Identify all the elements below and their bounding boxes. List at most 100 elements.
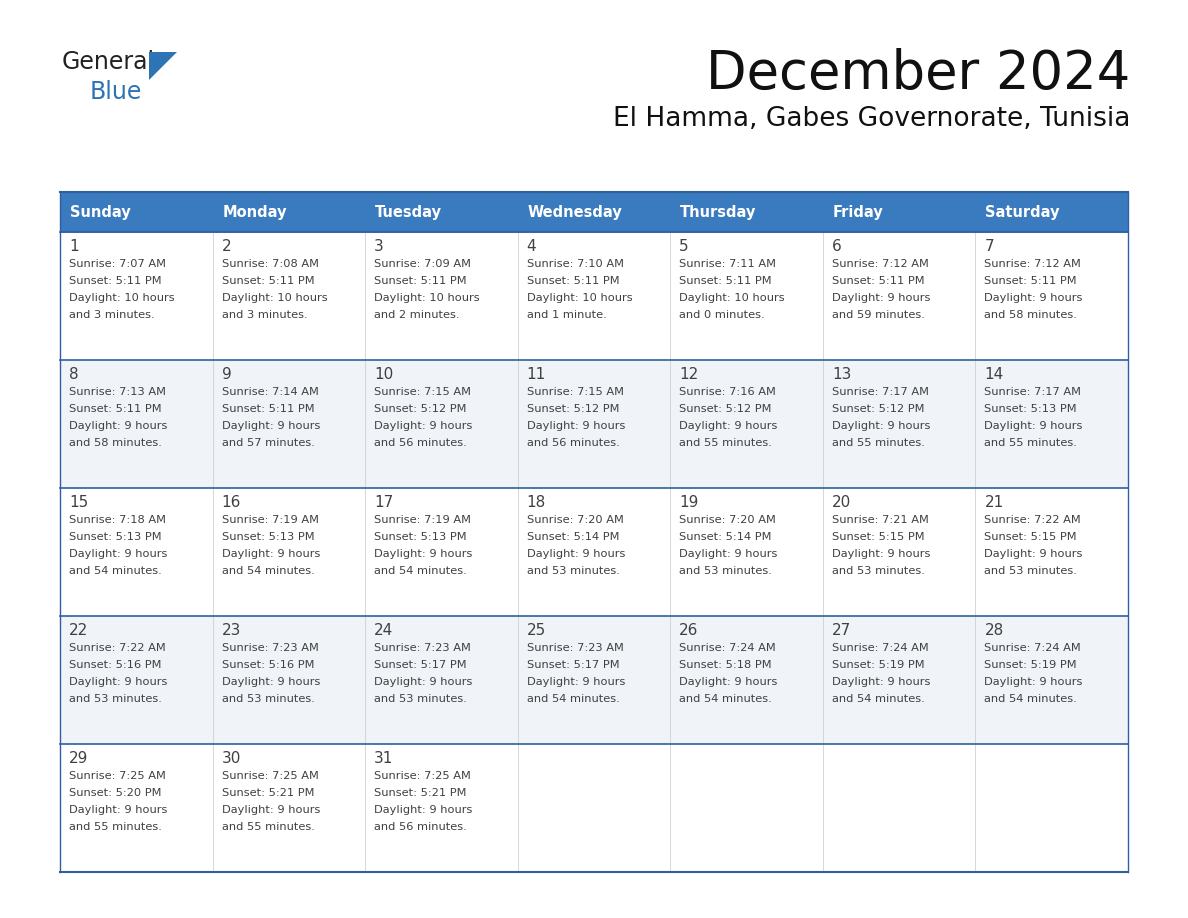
Bar <box>213 192 365 232</box>
Text: Sunrise: 7:20 AM: Sunrise: 7:20 AM <box>526 515 624 525</box>
Bar <box>213 360 365 488</box>
Text: Sunrise: 7:11 AM: Sunrise: 7:11 AM <box>680 259 776 269</box>
Text: and 53 minutes.: and 53 minutes. <box>526 566 620 576</box>
Text: Sunrise: 7:25 AM: Sunrise: 7:25 AM <box>222 771 318 781</box>
Text: Sunset: 5:13 PM: Sunset: 5:13 PM <box>69 532 162 542</box>
Text: Daylight: 9 hours: Daylight: 9 hours <box>222 421 320 431</box>
Text: and 0 minutes.: and 0 minutes. <box>680 310 765 320</box>
Text: 28: 28 <box>985 623 1004 638</box>
Bar <box>518 192 670 232</box>
Text: and 54 minutes.: and 54 minutes. <box>680 694 772 704</box>
Text: Daylight: 9 hours: Daylight: 9 hours <box>69 421 168 431</box>
Text: Daylight: 9 hours: Daylight: 9 hours <box>222 805 320 815</box>
Text: Sunset: 5:14 PM: Sunset: 5:14 PM <box>526 532 619 542</box>
Bar <box>518 744 670 872</box>
Text: and 54 minutes.: and 54 minutes. <box>832 694 924 704</box>
Text: and 58 minutes.: and 58 minutes. <box>985 310 1078 320</box>
Text: 17: 17 <box>374 495 393 510</box>
Text: Sunset: 5:19 PM: Sunset: 5:19 PM <box>985 660 1078 670</box>
Text: Sunrise: 7:12 AM: Sunrise: 7:12 AM <box>985 259 1081 269</box>
Bar <box>61 360 213 488</box>
Text: 14: 14 <box>985 367 1004 382</box>
Text: 25: 25 <box>526 623 546 638</box>
Text: and 3 minutes.: and 3 minutes. <box>222 310 308 320</box>
Text: Sunrise: 7:20 AM: Sunrise: 7:20 AM <box>680 515 776 525</box>
Text: Sunday: Sunday <box>70 205 131 219</box>
Text: and 55 minutes.: and 55 minutes. <box>69 822 162 832</box>
Text: Daylight: 10 hours: Daylight: 10 hours <box>680 293 785 303</box>
Text: Sunset: 5:11 PM: Sunset: 5:11 PM <box>222 404 314 414</box>
Text: Sunrise: 7:19 AM: Sunrise: 7:19 AM <box>374 515 472 525</box>
Text: Daylight: 9 hours: Daylight: 9 hours <box>680 677 778 687</box>
Text: Sunrise: 7:22 AM: Sunrise: 7:22 AM <box>985 515 1081 525</box>
Text: Daylight: 9 hours: Daylight: 9 hours <box>526 549 625 559</box>
Text: Sunset: 5:14 PM: Sunset: 5:14 PM <box>680 532 772 542</box>
Bar <box>975 232 1127 360</box>
Bar <box>975 192 1127 232</box>
Text: Daylight: 10 hours: Daylight: 10 hours <box>374 293 480 303</box>
Bar <box>365 488 518 616</box>
Text: Daylight: 9 hours: Daylight: 9 hours <box>985 549 1082 559</box>
Text: 29: 29 <box>69 751 88 766</box>
Bar <box>975 360 1127 488</box>
Text: 15: 15 <box>69 495 88 510</box>
Text: Sunset: 5:13 PM: Sunset: 5:13 PM <box>222 532 314 542</box>
Text: Daylight: 10 hours: Daylight: 10 hours <box>69 293 175 303</box>
Text: Sunrise: 7:21 AM: Sunrise: 7:21 AM <box>832 515 929 525</box>
Text: Saturday: Saturday <box>985 205 1060 219</box>
Text: Sunset: 5:21 PM: Sunset: 5:21 PM <box>222 788 314 798</box>
Text: Sunset: 5:17 PM: Sunset: 5:17 PM <box>374 660 467 670</box>
Text: and 3 minutes.: and 3 minutes. <box>69 310 154 320</box>
Text: Blue: Blue <box>90 80 143 104</box>
Text: Sunset: 5:19 PM: Sunset: 5:19 PM <box>832 660 924 670</box>
Text: Daylight: 9 hours: Daylight: 9 hours <box>526 421 625 431</box>
Text: 19: 19 <box>680 495 699 510</box>
Bar <box>365 616 518 744</box>
Bar <box>823 232 975 360</box>
Text: 27: 27 <box>832 623 851 638</box>
Text: 21: 21 <box>985 495 1004 510</box>
Text: 30: 30 <box>222 751 241 766</box>
Text: 1: 1 <box>69 239 78 254</box>
Text: Sunset: 5:11 PM: Sunset: 5:11 PM <box>69 404 162 414</box>
Text: and 56 minutes.: and 56 minutes. <box>526 438 619 448</box>
Text: and 53 minutes.: and 53 minutes. <box>832 566 924 576</box>
Text: Monday: Monday <box>222 205 287 219</box>
Text: 9: 9 <box>222 367 232 382</box>
Text: and 54 minutes.: and 54 minutes. <box>985 694 1078 704</box>
Text: Daylight: 10 hours: Daylight: 10 hours <box>526 293 632 303</box>
Text: Sunrise: 7:13 AM: Sunrise: 7:13 AM <box>69 387 166 397</box>
Text: Sunset: 5:11 PM: Sunset: 5:11 PM <box>222 276 314 286</box>
Bar <box>518 360 670 488</box>
Text: Sunrise: 7:16 AM: Sunrise: 7:16 AM <box>680 387 776 397</box>
Text: 31: 31 <box>374 751 393 766</box>
Text: 12: 12 <box>680 367 699 382</box>
Text: and 59 minutes.: and 59 minutes. <box>832 310 924 320</box>
Text: Sunset: 5:13 PM: Sunset: 5:13 PM <box>374 532 467 542</box>
Text: 6: 6 <box>832 239 841 254</box>
Text: Sunset: 5:12 PM: Sunset: 5:12 PM <box>374 404 467 414</box>
Text: and 55 minutes.: and 55 minutes. <box>832 438 924 448</box>
Text: Wednesday: Wednesday <box>527 205 623 219</box>
Text: Daylight: 9 hours: Daylight: 9 hours <box>680 421 778 431</box>
Bar <box>670 744 823 872</box>
Text: and 54 minutes.: and 54 minutes. <box>69 566 162 576</box>
Bar <box>518 488 670 616</box>
Bar <box>365 192 518 232</box>
Text: and 54 minutes.: and 54 minutes. <box>526 694 619 704</box>
Bar <box>61 616 213 744</box>
Text: 2: 2 <box>222 239 232 254</box>
Text: Daylight: 9 hours: Daylight: 9 hours <box>374 421 473 431</box>
Text: Sunrise: 7:25 AM: Sunrise: 7:25 AM <box>374 771 470 781</box>
Bar <box>61 232 213 360</box>
Text: Daylight: 9 hours: Daylight: 9 hours <box>374 805 473 815</box>
Text: 8: 8 <box>69 367 78 382</box>
Bar <box>975 488 1127 616</box>
Text: 13: 13 <box>832 367 852 382</box>
Text: and 56 minutes.: and 56 minutes. <box>374 822 467 832</box>
Bar <box>975 616 1127 744</box>
Text: and 53 minutes.: and 53 minutes. <box>222 694 315 704</box>
Text: 11: 11 <box>526 367 546 382</box>
Text: General: General <box>62 50 156 74</box>
Text: Daylight: 9 hours: Daylight: 9 hours <box>985 421 1082 431</box>
